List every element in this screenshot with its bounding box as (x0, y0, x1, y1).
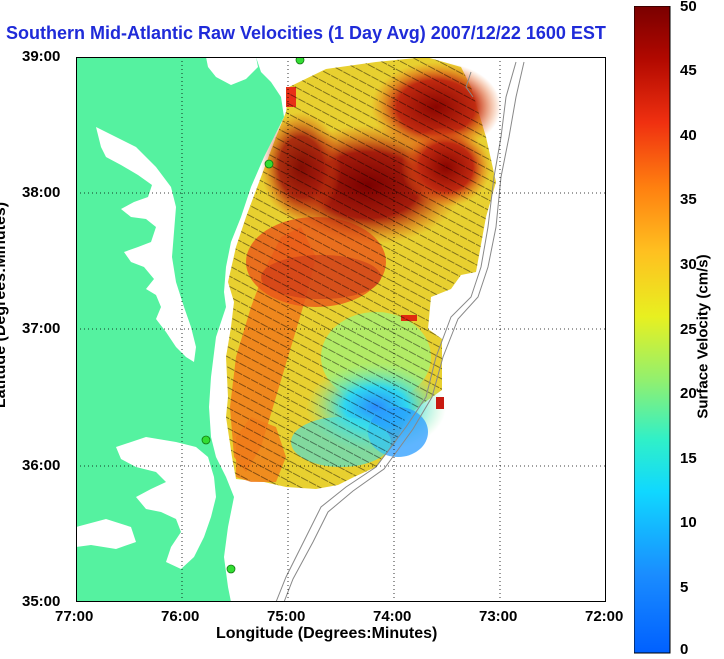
y-axis-label: Latitude (Degrees:Minutes) (0, 201, 10, 409)
colorbar-tick-label: 25 (680, 321, 697, 338)
x-tick-label: 76:00 (161, 608, 200, 625)
colorbar-tick-label: 45 (680, 62, 697, 79)
colorbar-tick-label: 50 (680, 0, 697, 15)
velocity-map (76, 57, 606, 602)
radar-stations (201, 57, 305, 574)
y-tick-label: 38:00 (22, 184, 61, 201)
station-marker (201, 435, 211, 445)
y-tick-label: 36:00 (22, 457, 61, 474)
station-marker (295, 57, 305, 65)
bathymetry-contours (275, 61, 525, 602)
grid-lines (76, 57, 606, 602)
colorbar-label: Surface Velocity (cm/s) (694, 254, 712, 419)
colorbar-tick-label: 0 (680, 641, 689, 658)
plot-frame (76, 57, 606, 602)
colorbar-gradient (634, 6, 671, 654)
x-tick-label: 72:00 (585, 608, 624, 625)
colorbar-tick-label: 15 (680, 450, 697, 467)
colorbar-tick-label: 20 (680, 385, 697, 402)
colorbar (634, 6, 671, 654)
y-tick-label: 39:00 (22, 48, 61, 65)
y-tick-label: 37:00 (22, 320, 61, 337)
x-tick-label: 73:00 (479, 608, 518, 625)
colorbar-tick-label: 30 (680, 256, 697, 273)
colorbar-tick-label: 40 (680, 127, 697, 144)
station-marker (226, 564, 236, 574)
x-tick-label: 74:00 (373, 608, 412, 625)
colorbar-tick-label: 10 (680, 514, 697, 531)
x-axis-label: Longitude (Degrees:Minutes) (216, 625, 438, 642)
station-marker (264, 159, 274, 169)
y-tick-label: 35:00 (22, 593, 61, 610)
colorbar-tick-label: 35 (680, 191, 697, 208)
x-tick-label: 75:00 (267, 608, 306, 625)
velocity-field (226, 57, 501, 489)
map-title: Southern Mid-Atlantic Raw Velocities (1 … (6, 23, 606, 43)
colorbar-tick-label: 5 (680, 579, 689, 596)
x-tick-label: 77:00 (55, 608, 94, 625)
